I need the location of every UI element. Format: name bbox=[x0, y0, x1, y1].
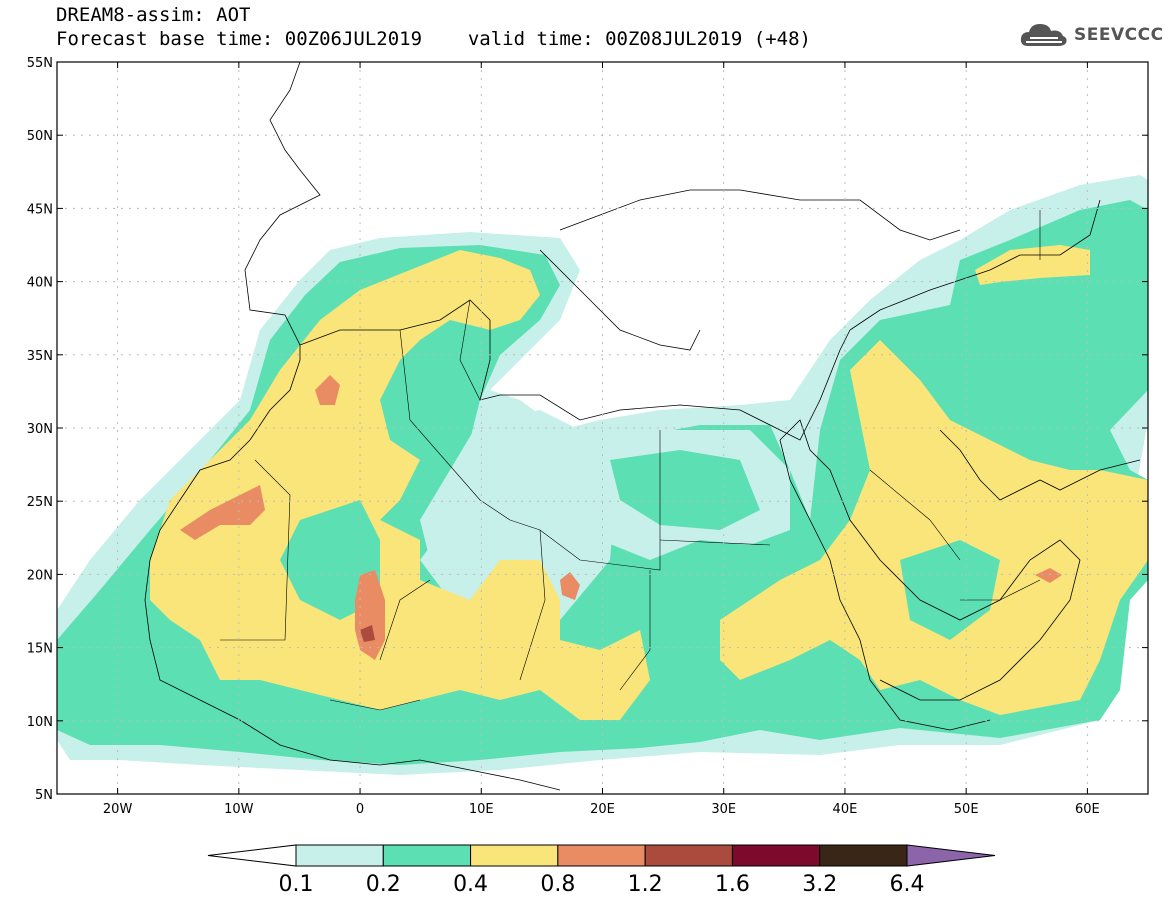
lat-tick-label: 20N bbox=[27, 568, 53, 583]
colorbar-under-triangle bbox=[207, 844, 297, 867]
map-grid bbox=[57, 62, 1148, 794]
colorbar-label: 3.2 bbox=[802, 872, 837, 897]
lat-tick-label: 5N bbox=[35, 788, 53, 803]
colorbar-label: 0.8 bbox=[540, 872, 575, 897]
aot-region-veryhigh-1 bbox=[180, 485, 265, 540]
lat-tick-label: 35N bbox=[27, 349, 53, 364]
axis-ticks: 55N 50N 45N 40N 35N 30N 25N 20N 15N 10N 5N 20W 10W 0 1… bbox=[27, 56, 1148, 817]
colorbar: 0.1 0.2 0.4 0.8 1.2 1.6 3.2 6.4 bbox=[207, 844, 996, 897]
aot-region-high-east bbox=[720, 340, 1148, 715]
lat-tick-label: 10N bbox=[27, 715, 53, 730]
cloud-icon bbox=[1020, 24, 1067, 46]
aot-region-extreme bbox=[360, 625, 375, 642]
lon-tick-label: 10E bbox=[469, 802, 494, 817]
lon-tick-label: 40E bbox=[833, 802, 858, 817]
lon-tick-label: 30E bbox=[711, 802, 736, 817]
country-borders bbox=[220, 210, 1041, 711]
aot-region-high-caspian bbox=[975, 245, 1090, 285]
valid-time: valid time: 00Z08JUL2019 (+48) bbox=[467, 28, 811, 50]
aot-region-moderate-arabia bbox=[900, 540, 1000, 640]
colorbar-label: 0.1 bbox=[279, 872, 314, 897]
aot-region-veryhigh-5 bbox=[1035, 568, 1062, 583]
colorbar-box bbox=[819, 844, 908, 867]
lat-tick-label: 15N bbox=[27, 642, 53, 657]
time-info: Forecast base time: 00Z06JUL2019 valid t… bbox=[56, 28, 811, 50]
colorbar-label: 1.6 bbox=[715, 872, 750, 897]
colorbar-box bbox=[295, 844, 384, 867]
coastlines bbox=[144, 62, 1141, 791]
logo-text: SEEVCCC bbox=[1074, 25, 1164, 45]
lat-tick-label: 40N bbox=[27, 276, 53, 291]
aot-region-moderate-interior bbox=[610, 450, 760, 530]
aot-field bbox=[57, 62, 1148, 794]
colorbar-box bbox=[644, 844, 733, 867]
lat-tick-label: 30N bbox=[27, 422, 53, 437]
aot-region-high-west bbox=[150, 250, 650, 720]
lon-tick-label: 60E bbox=[1075, 802, 1100, 817]
map-title: DREAM8-assim: AOT bbox=[56, 4, 251, 26]
lat-tick-label: 55N bbox=[27, 56, 53, 71]
lat-tick-label: 25N bbox=[27, 495, 53, 510]
lat-tick-label: 45N bbox=[27, 202, 53, 217]
aot-region-veryhigh-3 bbox=[315, 375, 340, 405]
lon-tick-label: 20W bbox=[103, 802, 133, 817]
lon-tick-label: 0 bbox=[356, 802, 364, 817]
forecast-base-time: Forecast base time: 00Z06JUL2019 bbox=[56, 28, 423, 50]
colorbar-box bbox=[557, 844, 646, 867]
lon-tick-label: 10W bbox=[224, 802, 254, 817]
colorbar-label: 0.4 bbox=[453, 872, 488, 897]
lon-tick-label: 20E bbox=[590, 802, 615, 817]
aot-region-veryhigh-4 bbox=[560, 572, 580, 600]
colorbar-box bbox=[470, 844, 559, 867]
colorbar-label: 1.2 bbox=[628, 872, 663, 897]
colorbar-label: 6.4 bbox=[890, 872, 925, 897]
colorbar-box bbox=[382, 844, 472, 867]
lon-tick-label: 50E bbox=[954, 802, 979, 817]
colorbar-over-triangle bbox=[906, 844, 996, 867]
aot-region-moderate-patch bbox=[280, 500, 380, 620]
seevccc-logo: SEEVCCC bbox=[1018, 20, 1164, 50]
colorbar-label: 0.2 bbox=[366, 872, 401, 897]
lat-tick-label: 50N bbox=[27, 129, 53, 144]
colorbar-box bbox=[731, 844, 821, 867]
